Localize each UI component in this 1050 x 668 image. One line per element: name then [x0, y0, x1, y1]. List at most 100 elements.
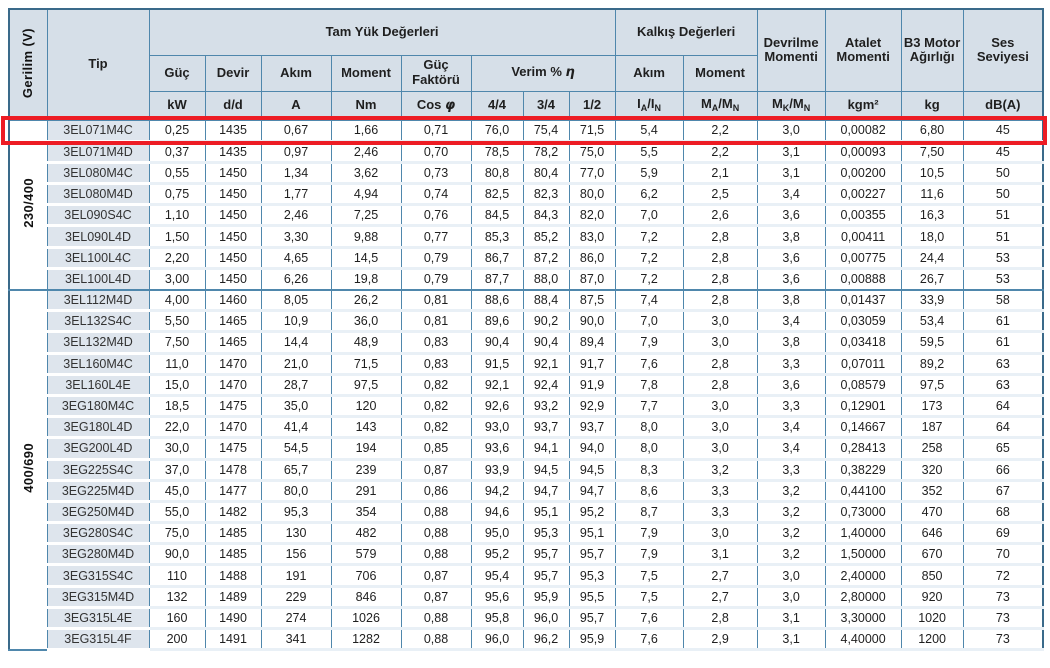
unit-4-4: 4/4 — [470, 90, 524, 121]
value-cell: 3,3 — [756, 459, 826, 482]
tip-cell: 3EG315M4D — [46, 586, 150, 609]
value-cell: 239 — [330, 459, 402, 482]
value-cell: 0,81 — [400, 289, 472, 313]
value-cell: 3,4 — [756, 416, 826, 440]
value-cell: 95,9 — [568, 628, 616, 652]
table-row: 3EL160M4C 11,0 1470 21,0 71,5 0,83 91,5 92,1 91,… — [9, 353, 1044, 376]
value-cell: 66 — [962, 459, 1044, 482]
value-cell: 96,0 — [522, 607, 570, 631]
value-cell: 173 — [900, 395, 964, 419]
value-cell: 4,65 — [260, 247, 332, 270]
value-cell: 0,38229 — [824, 459, 902, 482]
value-cell: 96,0 — [470, 628, 524, 652]
unit-sub: K — [782, 103, 790, 114]
value-cell: 95,4 — [470, 564, 524, 588]
value-cell: 84,5 — [470, 204, 524, 228]
value-cell: 7,5 — [614, 564, 684, 588]
tip-cell: 3EG225S4C — [46, 459, 150, 482]
value-cell: 0,87 — [400, 586, 472, 609]
value-cell: 3,8 — [756, 289, 826, 313]
unit-kgm2: kgm² — [824, 90, 902, 121]
value-cell: 3,0 — [756, 564, 826, 588]
value-cell: 14,4 — [260, 331, 332, 355]
value-cell: 92,1 — [470, 374, 524, 397]
value-cell: 97,5 — [330, 374, 402, 397]
value-cell: 0,03059 — [824, 310, 902, 334]
value-cell: 91,7 — [568, 353, 616, 376]
value-cell: 0,82 — [400, 416, 472, 440]
value-cell: 3,62 — [330, 162, 402, 186]
value-cell: 14,5 — [330, 247, 402, 270]
value-cell: 1450 — [204, 247, 262, 270]
unit-kg: kg — [900, 90, 964, 121]
value-cell: 706 — [330, 564, 402, 588]
value-cell: 82,5 — [470, 183, 524, 207]
value-cell: 90,4 — [470, 331, 524, 355]
value-cell: 1465 — [204, 310, 262, 334]
header-b3-motor-agirligi: B3 Motor Ağırlığı — [900, 8, 964, 92]
value-cell: 93,2 — [522, 395, 570, 419]
unit-part: M — [700, 96, 712, 112]
value-cell: 3,8 — [756, 225, 826, 249]
value-cell: 61 — [962, 310, 1044, 334]
value-cell: 2,6 — [682, 204, 758, 228]
value-cell: 87,2 — [522, 247, 570, 270]
value-cell: 30,0 — [148, 437, 206, 461]
value-cell: 86,7 — [470, 247, 524, 270]
value-cell: 0,00411 — [824, 225, 902, 249]
value-cell: 26,2 — [330, 289, 402, 313]
value-cell: 0,74 — [400, 183, 472, 207]
value-cell: 1490 — [204, 607, 262, 631]
value-cell: 83,0 — [568, 225, 616, 249]
value-cell: 95,3 — [260, 501, 332, 525]
value-cell: 78,2 — [522, 141, 570, 164]
value-cell: 0,70 — [400, 141, 472, 164]
value-cell: 88,6 — [470, 289, 524, 313]
value-cell: 1465 — [204, 331, 262, 355]
value-cell: 45 — [962, 141, 1044, 164]
table-row: 3EL090L4D 1,50 1450 3,30 9,88 0,77 85,3 85,2 83,… — [9, 225, 1044, 249]
value-cell: 76,0 — [470, 120, 524, 143]
table-row: 3EG250M4D 55,0 1482 95,3 354 0,88 94,6 95,1 95,2… — [9, 501, 1044, 525]
header-devrilme-momenti: Devrilme Momenti — [756, 8, 826, 92]
table-row: 400/690 3EL112M4D 4,00 1460 8,05 26,2 0,81 88,6… — [8, 289, 1044, 651]
value-cell: 0,82 — [400, 374, 472, 397]
value-cell: 89,2 — [900, 353, 964, 376]
value-cell: 3,0 — [756, 586, 826, 609]
value-cell: 1491 — [204, 628, 262, 652]
value-cell: 63 — [962, 374, 1044, 397]
value-cell: 80,4 — [522, 162, 570, 186]
value-cell: 36,0 — [330, 310, 402, 334]
value-cell: 2,80000 — [824, 586, 902, 609]
unit-sub: N — [654, 103, 662, 114]
value-cell: 73 — [962, 628, 1044, 652]
value-cell: 86,0 — [568, 247, 616, 270]
value-cell: 2,46 — [330, 141, 402, 164]
value-cell: 3,2 — [682, 459, 758, 482]
value-cell: 3,30000 — [824, 607, 902, 631]
value-cell: 90,4 — [522, 331, 570, 355]
value-cell: 87,5 — [568, 289, 616, 313]
value-cell: 0,83 — [400, 353, 472, 376]
value-cell: 4,40000 — [824, 628, 902, 652]
value-cell: 58 — [962, 289, 1044, 313]
value-cell: 75,4 — [522, 120, 570, 143]
value-cell: 1475 — [204, 437, 262, 461]
value-cell: 274 — [260, 607, 332, 631]
value-cell: 96,2 — [522, 628, 570, 652]
value-cell: 6,2 — [614, 183, 684, 207]
value-cell: 5,4 — [614, 120, 684, 143]
header-moment: Moment — [330, 54, 402, 92]
value-cell: 93,0 — [470, 416, 524, 440]
unit-mk-mn: MK/MN — [756, 90, 826, 121]
value-cell: 26,7 — [900, 268, 964, 291]
value-cell: 3,3 — [756, 353, 826, 376]
value-cell: 3,00 — [148, 268, 206, 291]
value-cell: 1450 — [204, 183, 262, 207]
value-cell: 0,37 — [148, 141, 206, 164]
tip-cell: 3EG280M4D — [46, 543, 150, 567]
value-cell: 95,1 — [522, 501, 570, 525]
value-cell: 45,0 — [148, 480, 206, 503]
motor-spec-table: Gerilim (V) Tip Tam Yük Değerleri Kalkış… — [8, 8, 1045, 652]
header-tip: Tip — [46, 8, 150, 121]
